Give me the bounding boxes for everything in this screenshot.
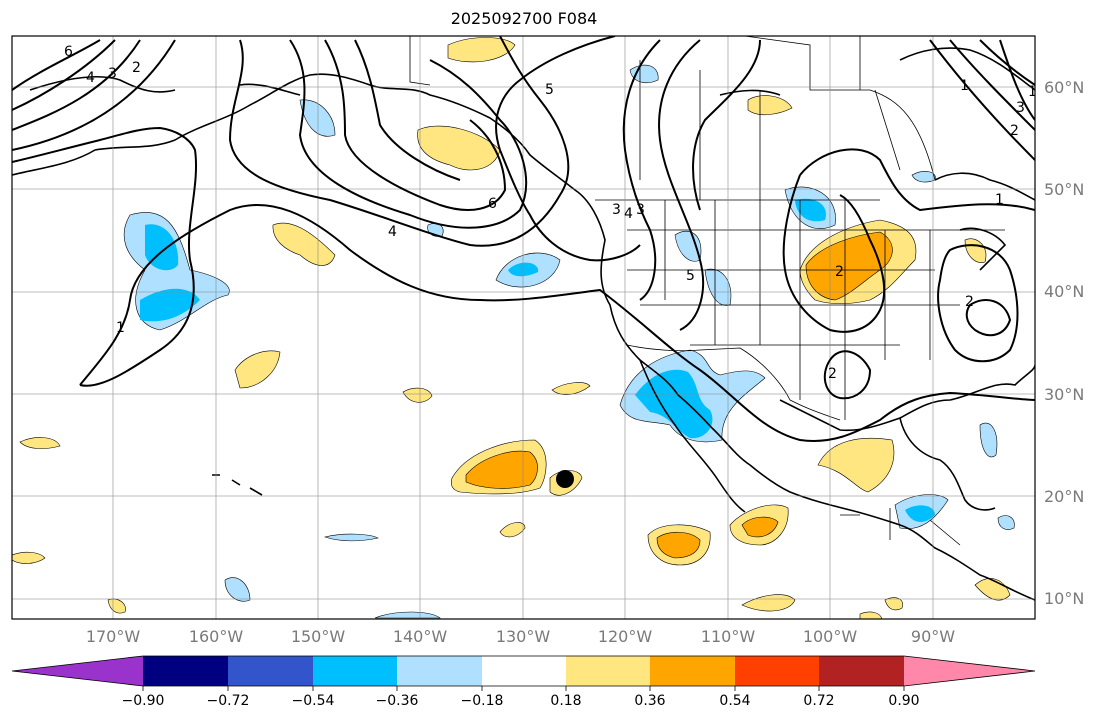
coastlines: [12, 47, 1035, 601]
colorbar-tick-label: 0.18: [550, 693, 581, 709]
contour-label: 2: [828, 366, 837, 382]
colorbar-segment: [313, 656, 397, 686]
gridlines: [12, 36, 1035, 619]
colorbar-tick-label: −0.90: [122, 693, 165, 709]
contour-label: 2: [965, 294, 974, 310]
lon-label: 110°W: [701, 627, 756, 646]
lat-label: 10°N: [1044, 589, 1084, 608]
lon-label: 160°W: [189, 627, 244, 646]
lon-label: 90°W: [911, 627, 955, 646]
contour-label: 1: [1028, 84, 1037, 100]
colorbar-tick-label: 0.54: [719, 693, 750, 709]
colorbar-tick-label: −0.18: [461, 693, 504, 709]
contour-label: 1: [116, 320, 125, 336]
contour-label: 6: [488, 196, 497, 212]
lon-label: 130°W: [496, 627, 551, 646]
contour-label: 5: [686, 268, 695, 284]
lon-label: 120°W: [598, 627, 653, 646]
lon-label: 150°W: [291, 627, 346, 646]
colorbar-segment: [228, 656, 313, 686]
lat-label: 40°N: [1044, 282, 1084, 301]
colorbar-tick-label: 0.72: [803, 693, 834, 709]
lat-label: 60°N: [1044, 78, 1084, 97]
lat-label: 20°N: [1044, 487, 1084, 506]
lon-label: 100°W: [803, 627, 858, 646]
colorbar-tick-label: −0.36: [376, 693, 419, 709]
colorbar-segment: [650, 656, 735, 686]
lat-label: 50°N: [1044, 180, 1084, 199]
contour-label: 5: [545, 82, 554, 98]
contour-label: 4: [388, 224, 397, 240]
political-borders: [409, 36, 1005, 546]
contour-label: 2: [835, 264, 844, 280]
colorbar-tick-label: −0.72: [207, 693, 250, 709]
contour-label: 2: [1010, 123, 1019, 139]
colorbar: −0.90 −0.72 −0.54 −0.36 −0.18 0.18 0.36 …: [11, 655, 1036, 709]
shaded-anomaly-fields: [12, 37, 1015, 619]
contour-labels: 6 4 3 2 5 1 6 4 3 5 3 4 2 1 2 2 1 2 1 3: [64, 44, 1037, 382]
lon-label: 140°W: [393, 627, 448, 646]
colorbar-segment: [482, 656, 566, 686]
contour-label: 6: [64, 44, 73, 60]
longitude-labels: 170°W 160°W 150°W 140°W 130°W 120°W 110°…: [86, 627, 955, 646]
latitude-labels: 60°N 50°N 40°N 30°N 20°N 10°N: [1044, 78, 1084, 608]
colorbar-tick-label: −0.54: [292, 693, 335, 709]
height-contours: [12, 36, 1035, 442]
map-title: 2025092700 F084: [450, 9, 598, 28]
storm-position-marker: [556, 470, 574, 488]
lat-label: 30°N: [1044, 385, 1084, 404]
contour-label: 3: [612, 202, 621, 218]
colorbar-tick-label: 0.36: [634, 693, 665, 709]
contour-label: 3: [636, 202, 645, 218]
lon-label: 170°W: [86, 627, 141, 646]
colorbar-segment: [397, 656, 482, 686]
contour-label: 3: [108, 66, 117, 82]
colorbar-tick-label: 0.90: [888, 693, 919, 709]
colorbar-segment: [143, 656, 228, 686]
colorbar-extend-left: [12, 656, 143, 686]
contour-label: 1: [960, 78, 969, 94]
map-frame: [11, 35, 1036, 620]
colorbar-segment: [819, 656, 904, 686]
colorbar-segment: [735, 656, 819, 686]
colorbar-extend-right: [904, 656, 1035, 686]
colorbar-segment: [566, 656, 650, 686]
contour-label: 4: [86, 70, 95, 86]
contour-label: 1: [995, 192, 1004, 208]
contour-label: 4: [624, 206, 633, 222]
contour-label: 3: [1016, 100, 1025, 116]
contour-label: 2: [132, 60, 141, 76]
